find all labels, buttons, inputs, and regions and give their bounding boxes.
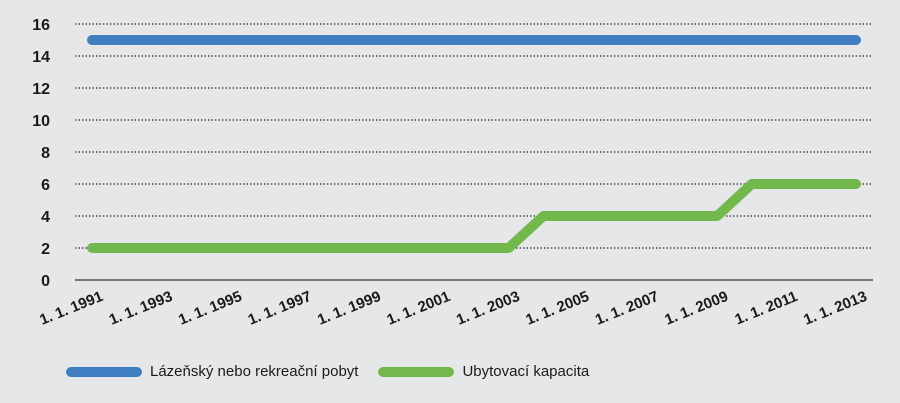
- x-tick-label-1993: 1. 1. 1993: [107, 288, 175, 329]
- y-tick-label-12: 12: [32, 81, 50, 98]
- x-tick-label-1997: 1. 1. 1997: [246, 288, 314, 329]
- x-tick-label-2011: 1. 1. 2011: [733, 288, 800, 328]
- legend-swatch-accommodation: [378, 366, 455, 377]
- series-line-accommodation: [87, 179, 861, 253]
- y-tick-label-14: 14: [32, 49, 50, 66]
- y-tick-label-16: 16: [32, 17, 50, 34]
- y-tick-label-0: 0: [41, 273, 50, 290]
- legend-item-accommodation: Ubytovací kapacita: [378, 363, 589, 380]
- legend-item-spa-stay: Lázeňský nebo rekreační pobyt: [66, 363, 358, 380]
- x-tick-label-1999: 1. 1. 1999: [315, 288, 383, 329]
- y-tick-label-6: 6: [41, 177, 50, 194]
- y-tick-label-10: 10: [32, 113, 50, 130]
- x-tick-label-1995: 1. 1. 1995: [176, 288, 244, 329]
- x-tick-label-2003: 1. 1. 2003: [454, 288, 522, 329]
- y-tick-label-4: 4: [41, 209, 50, 226]
- y-tick-label-8: 8: [41, 145, 50, 162]
- legend: Lázeňský nebo rekreační pobyt Ubytovací …: [66, 363, 609, 380]
- x-tick-label-2005: 1. 1. 2005: [523, 288, 591, 329]
- x-tick-label-2001: 1. 1. 2001: [385, 288, 453, 329]
- legend-label-spa-stay: Lázeňský nebo rekreační pobyt: [150, 363, 359, 380]
- legend-swatch-spa-stay: [66, 366, 142, 377]
- y-tick-label-2: 2: [41, 241, 50, 258]
- x-tick-label-2013: 1. 1. 2013: [801, 288, 869, 329]
- x-tick-label-2009: 1. 1. 2009: [662, 288, 730, 329]
- legend-label-accommodation: Ubytovací kapacita: [462, 363, 590, 380]
- x-tick-label-2007: 1. 1. 2007: [593, 288, 661, 329]
- x-tick-label-1991: 1. 1. 1991: [37, 288, 105, 329]
